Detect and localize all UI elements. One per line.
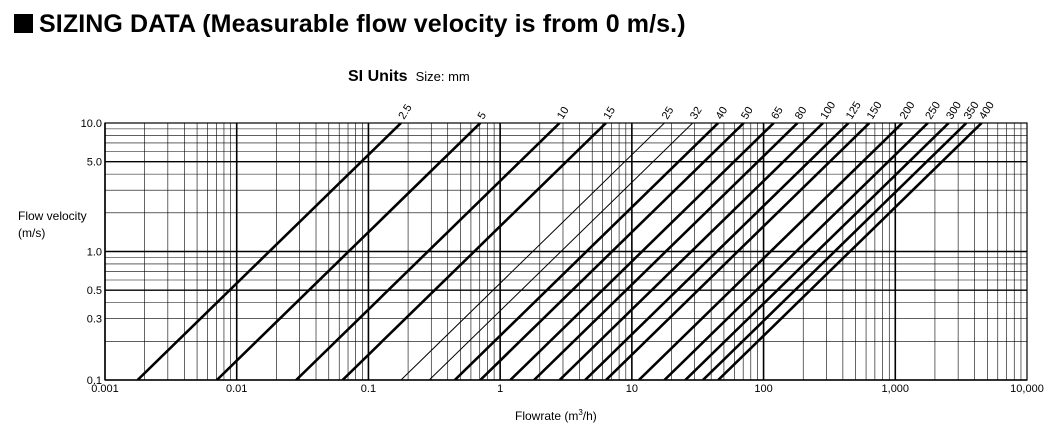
series-label-5: 5 <box>476 110 489 122</box>
chart-title: SI Units <box>348 68 408 85</box>
series-line-65 <box>509 123 775 380</box>
y-tick-label: 0.5 <box>87 285 102 297</box>
y-tick-label: 5.0 <box>87 157 102 169</box>
series-line-200 <box>637 123 904 380</box>
page-title-text: SIZING DATA (Measurable flow velocity is… <box>39 10 686 38</box>
series-line-15 <box>341 123 607 380</box>
series-label-25: 25 <box>660 105 677 122</box>
x-tick-label: 0.1 <box>361 383 376 395</box>
y-axis-label-line2: (m/s) <box>18 226 46 240</box>
x-tick-label: 0.01 <box>226 383 247 395</box>
series-label-2.5: 2.5 <box>396 102 414 121</box>
series-line-2.5 <box>136 123 402 380</box>
series-line-10 <box>295 123 561 380</box>
series-label-125: 125 <box>844 100 864 122</box>
series-line-300 <box>684 123 950 380</box>
series-label-300: 300 <box>944 100 964 122</box>
series-line-25 <box>400 123 665 380</box>
chart-subtitle: SI Units Size: mm <box>348 68 470 86</box>
series-label-350: 350 <box>962 100 982 122</box>
plot-frame <box>104 122 1028 381</box>
series-line-250 <box>663 123 929 380</box>
series-label-40: 40 <box>714 105 731 122</box>
series-line-100 <box>558 123 824 380</box>
square-bullet-icon <box>14 14 33 33</box>
x-tick-label: 10,000 <box>1010 383 1044 395</box>
series-line-350 <box>702 123 968 380</box>
y-tick-label: 1.0 <box>87 247 102 259</box>
y-tick-label: 10.0 <box>81 118 102 130</box>
series-label-32: 32 <box>688 105 705 122</box>
series-label-100: 100 <box>818 100 838 122</box>
series-label-400: 400 <box>977 100 997 122</box>
series-label-50: 50 <box>739 105 756 122</box>
x-tick-label: 1,000 <box>882 383 910 395</box>
y-axis-label-line1: Flow velocity <box>18 209 87 223</box>
tick-labels: 2.5 5 10 15 25 32 40 50 65 80 100 125 150 200 250 30035… <box>81 100 1044 395</box>
y-axis-label: Flow velocity (m/s) <box>18 208 87 242</box>
series-label-200: 200 <box>898 100 918 122</box>
series-line-5 <box>215 123 482 380</box>
series-label-15: 15 <box>601 105 618 122</box>
series-line-150 <box>605 123 871 380</box>
series-line-50 <box>479 123 745 380</box>
x-tick-label: 0.001 <box>91 383 119 395</box>
chart-size-note: Size: mm <box>415 69 470 84</box>
series-lines <box>136 123 983 380</box>
series-label-80: 80 <box>793 105 810 122</box>
page-title: SIZING DATA (Measurable flow velocity is… <box>14 10 686 39</box>
y-tick-label: 0.3 <box>87 314 102 326</box>
x-tick-label: 1 <box>497 383 503 395</box>
series-label-150: 150 <box>865 100 885 122</box>
series-line-80 <box>533 123 799 380</box>
x-axis-label-pre: Flowrate (m <box>515 409 579 423</box>
series-line-125 <box>584 123 850 380</box>
series-label-250: 250 <box>923 100 943 122</box>
series-label-65: 65 <box>769 105 786 122</box>
x-tick-label: 10 <box>626 383 638 395</box>
series-label-10: 10 <box>555 105 572 122</box>
series-line-32 <box>428 123 694 380</box>
x-axis-label-post: /h) <box>582 409 597 423</box>
grid <box>104 122 1028 381</box>
x-tick-label: 100 <box>754 383 772 395</box>
series-line-400 <box>717 123 983 380</box>
x-axis-label-sup: 3 <box>578 408 583 417</box>
y-tick-label: 0.1 <box>87 375 102 387</box>
series-line-40 <box>453 123 720 380</box>
x-axis-label: Flowrate (m3/h) <box>515 408 597 423</box>
